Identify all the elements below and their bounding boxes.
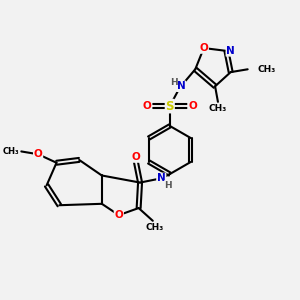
Text: O: O	[200, 43, 208, 53]
Text: CH₃: CH₃	[209, 103, 227, 112]
Text: O: O	[114, 210, 123, 220]
Text: O: O	[143, 101, 152, 111]
Text: S: S	[166, 100, 174, 112]
Text: N: N	[157, 173, 166, 183]
Text: N: N	[177, 81, 185, 91]
Text: O: O	[188, 101, 197, 111]
Text: CH₃: CH₃	[3, 147, 20, 156]
Text: CH₃: CH₃	[145, 224, 163, 232]
Text: H: H	[170, 78, 177, 87]
Text: O: O	[34, 149, 43, 159]
Text: O: O	[131, 152, 140, 162]
Text: CH₃: CH₃	[258, 65, 276, 74]
Text: H: H	[165, 181, 172, 190]
Text: N: N	[226, 46, 235, 56]
